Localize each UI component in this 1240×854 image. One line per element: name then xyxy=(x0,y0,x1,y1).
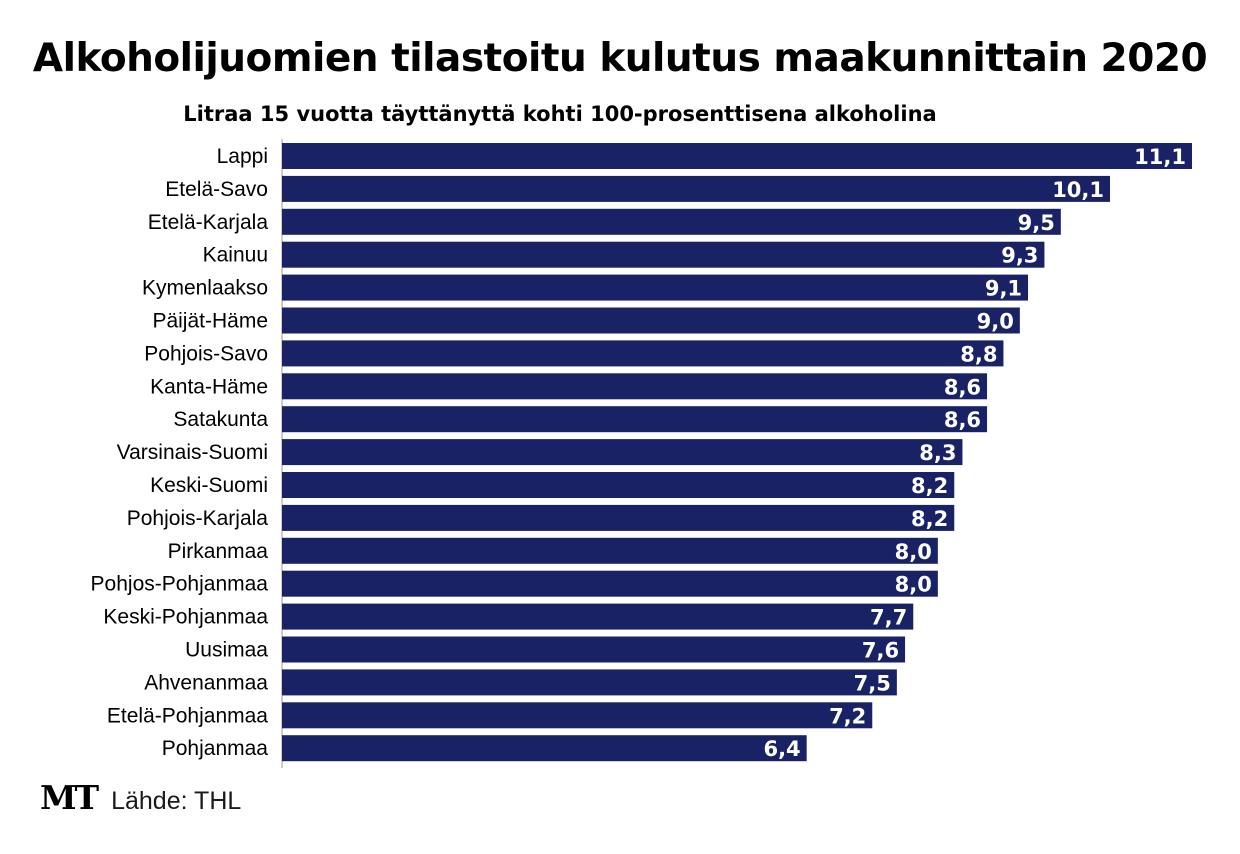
value-label: 10,1 xyxy=(1052,178,1104,202)
category-label: Kainuu xyxy=(203,244,268,267)
value-label: 8,0 xyxy=(895,540,932,564)
source-note: Lähde: THL xyxy=(111,787,242,815)
bar-11 xyxy=(282,504,955,531)
mt-logo: MT xyxy=(40,778,99,817)
category-label: Pohjos-Pohjanmaa xyxy=(91,573,269,596)
value-label: 9,5 xyxy=(1018,211,1055,235)
category-label: Etelä-Savo xyxy=(165,178,268,201)
value-label: 8,3 xyxy=(919,441,956,465)
category-label: Keski-Suomi xyxy=(150,474,268,497)
category-label: Lappi xyxy=(217,145,268,168)
value-label: 6,4 xyxy=(763,737,800,761)
bar-14 xyxy=(282,603,914,630)
value-label: 8,2 xyxy=(911,507,948,531)
value-label: 9,3 xyxy=(1001,244,1038,268)
value-label: 8,0 xyxy=(895,573,932,597)
value-label: 8,6 xyxy=(944,375,981,399)
bar-6 xyxy=(282,340,1004,367)
bar-8 xyxy=(282,406,988,433)
category-label: Etelä-Pohjanmaa xyxy=(107,704,268,727)
category-label: Uusimaa xyxy=(185,639,268,662)
category-label: Varsinais-Suomi xyxy=(117,441,268,464)
value-label: 7,5 xyxy=(854,671,891,695)
value-label: 8,6 xyxy=(944,408,981,432)
bar-0 xyxy=(282,143,1192,169)
category-label: Keski-Pohjanmaa xyxy=(103,606,268,629)
value-label: 11,1 xyxy=(1134,145,1186,169)
category-label: Pirkanmaa xyxy=(168,540,269,563)
bar-12 xyxy=(282,537,938,564)
bar-9 xyxy=(282,439,963,466)
category-label: Kanta-Häme xyxy=(150,375,268,398)
category-label: Pohjois-Savo xyxy=(144,342,268,365)
bar-16 xyxy=(282,669,897,696)
value-label: 9,1 xyxy=(985,277,1022,301)
value-label: 8,2 xyxy=(911,474,948,498)
bar-2 xyxy=(282,208,1061,235)
value-label: 9,0 xyxy=(977,310,1014,334)
category-label: Päijät-Häme xyxy=(152,310,268,333)
category-label: Pohjanmaa xyxy=(162,737,269,760)
bar-13 xyxy=(282,570,938,597)
bar-1 xyxy=(282,175,1111,202)
chart-subtitle: Litraa 15 vuotta täyttänyttä kohti 100-p… xyxy=(183,102,937,126)
bar-10 xyxy=(282,472,955,498)
bar-17 xyxy=(282,702,873,729)
category-label: Pohjois-Karjala xyxy=(127,507,269,530)
category-label: Ahvenanmaa xyxy=(144,671,268,694)
bar-7 xyxy=(282,373,988,400)
bar-4 xyxy=(282,274,1029,301)
bar-18 xyxy=(282,735,807,762)
bar-15 xyxy=(282,636,906,663)
bar-5 xyxy=(282,307,1020,334)
value-label: 7,7 xyxy=(870,606,907,630)
category-label: Kymenlaakso xyxy=(142,277,268,300)
category-label: Satakunta xyxy=(173,408,268,431)
category-label: Etelä-Karjala xyxy=(148,211,269,234)
value-label: 7,6 xyxy=(862,639,899,663)
bar-3 xyxy=(282,241,1045,268)
footer: MT Lähde: THL xyxy=(40,778,241,817)
chart-title: Alkoholijuomien tilastoitu kulutus maaku… xyxy=(32,36,1208,81)
value-label: 7,2 xyxy=(829,704,866,728)
value-label: 8,8 xyxy=(960,342,997,366)
